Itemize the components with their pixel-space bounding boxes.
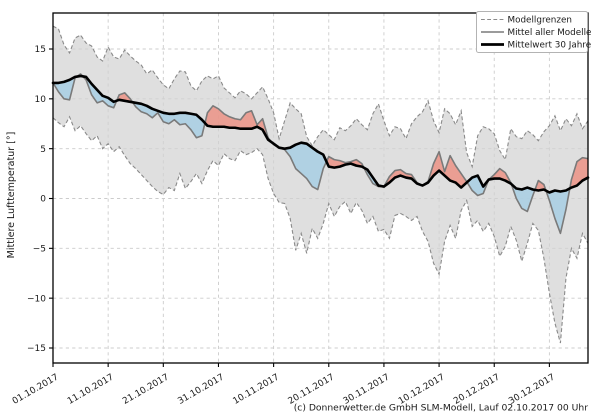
uncertainty-band	[53, 26, 588, 344]
legend-box	[476, 11, 588, 53]
copyright-text: (c) Donnerwetter.de GmbH SLM-Modell, Lau…	[294, 403, 589, 414]
legend-label-mittel-aller-modelle: Mittel aller Modelle	[508, 28, 592, 38]
y-tick-label: −10	[27, 294, 46, 304]
y-tick-label: 0	[40, 195, 46, 205]
cold-anomaly-fill	[271, 142, 327, 190]
legend-label-mittelwert-30-jahre: Mittelwert 30 Jahre	[508, 41, 592, 51]
y-tick-label: 5	[40, 145, 46, 155]
warm-anomaly-fill	[569, 157, 588, 189]
x-axis: 01.10.2017 11.10.2017 21.10.2017 31.10.2017…	[11, 363, 557, 407]
y-tick-label: −15	[27, 344, 46, 354]
plot-area: 15 10 5 0 −5 −10 −15 01.10.2017 11.10.2017 21.10.…	[11, 12, 590, 407]
x-tick-label: 11.10.2017	[66, 372, 116, 406]
y-axis: 15 10 5 0 −5 −10 −15	[27, 45, 53, 354]
x-tick-label: 31.10.2017	[176, 372, 226, 406]
lower-bound-line	[52, 115, 589, 344]
upper-bound-line	[52, 25, 589, 169]
legend: Modellgrenzen Mittel aller Modelle Mitte…	[476, 11, 592, 53]
x-tick-label: 01.10.2017	[11, 372, 61, 406]
legend-label-modellgrenzen: Modellgrenzen	[508, 16, 572, 26]
x-tick-label: 10.11.2017	[231, 372, 281, 406]
y-tick-label: −5	[33, 245, 46, 255]
y-axis-title: Mittlere Lufttemperatur [°]	[6, 132, 17, 259]
mean-30yr-line	[51, 74, 590, 194]
y-tick-label: 10	[35, 95, 47, 105]
y-tick-label: 15	[35, 45, 46, 55]
x-tick-label: 21.10.2017	[121, 372, 171, 406]
cold-anomaly-fill	[546, 188, 570, 234]
model-mean-line	[52, 73, 589, 235]
cold-anomaly-fill	[132, 102, 205, 138]
warm-anomaly-fill	[204, 105, 272, 143]
plot-frame	[52, 12, 589, 364]
